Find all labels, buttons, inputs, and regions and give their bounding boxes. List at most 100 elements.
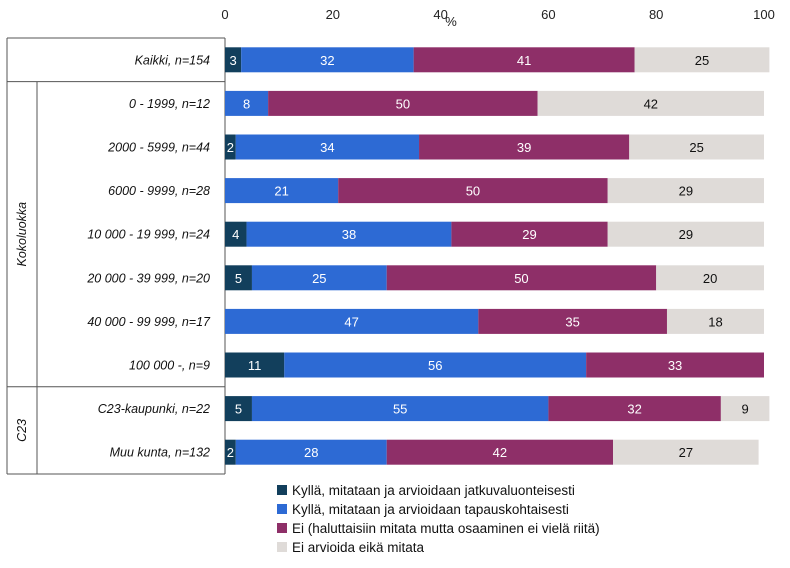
bar-segment <box>225 439 236 465</box>
bar-value-label: 29 <box>522 227 536 242</box>
bar-row: 8 50 42 <box>225 90 764 116</box>
bar-value-label: 50 <box>396 96 410 111</box>
category-label: Kaikki, n=154 <box>135 53 210 67</box>
bar-value-label: 5 <box>235 271 242 286</box>
bar-segment <box>225 308 479 334</box>
bar-segment <box>386 439 614 465</box>
x-tick-label: 60 <box>541 7 555 22</box>
bar-value-label: 21 <box>274 184 288 199</box>
bar-row: 2 28 42 27 <box>225 439 759 465</box>
bar-segment <box>413 47 635 73</box>
bar-value-label: 32 <box>627 402 641 417</box>
bar-segment <box>225 352 285 378</box>
bar-value-label: 18 <box>708 314 722 329</box>
bar-segment <box>607 178 764 204</box>
bar-segment <box>338 178 608 204</box>
x-tick-label: 20 <box>326 7 340 22</box>
bar-segment <box>225 221 247 247</box>
legend-swatch <box>277 485 287 495</box>
bar-value-label: 11 <box>248 358 262 373</box>
x-axis: 0 20 40 60 80 100 <box>221 7 774 22</box>
bar-value-label: 29 <box>679 227 693 242</box>
bar-row: 47 35 18 <box>225 308 764 334</box>
bar-value-label: 28 <box>304 445 318 460</box>
bar-row: 3 32 41 25 <box>225 47 770 73</box>
legend-label: Kyllä, mitataan ja arvioidaan jatkuvaluo… <box>292 483 575 498</box>
bar-value-label: 34 <box>320 140 334 155</box>
bar-segment <box>246 221 452 247</box>
bar-value-label: 25 <box>689 140 703 155</box>
legend-swatch <box>277 523 287 533</box>
group-label: Kokoluokka <box>15 202 29 267</box>
x-tick-label: 40 <box>433 7 447 22</box>
bar-value-label: 55 <box>393 402 407 417</box>
category-label: 0 - 1999, n=12 <box>129 97 210 111</box>
bar-segment <box>251 265 387 291</box>
legend-label: Ei (haluttaisiin mitata mutta osaaminen … <box>292 521 600 536</box>
x-axis-title: % <box>445 14 457 29</box>
bar-segment <box>386 265 657 291</box>
legend-item: Ei (haluttaisiin mitata mutta osaaminen … <box>277 521 600 536</box>
category-label: 40 000 - 99 999, n=17 <box>87 315 211 329</box>
bar-row: 5 25 50 20 <box>225 265 764 291</box>
bar-value-label: 8 <box>243 96 250 111</box>
bar-value-label: 47 <box>344 314 358 329</box>
bar-segment <box>451 221 608 247</box>
bar-segment <box>720 396 770 422</box>
bar-row: 21 50 29 <box>225 178 764 204</box>
bar-value-label: 42 <box>493 445 507 460</box>
bar-segment <box>268 90 538 116</box>
legend-label: Ei arvioida eikä mitata <box>292 540 425 555</box>
bar-segment <box>548 396 721 422</box>
legend-item: Ei arvioida eikä mitata <box>277 540 425 555</box>
bar-value-label: 35 <box>565 314 579 329</box>
legend-swatch <box>277 504 287 514</box>
x-tick-label: 0 <box>221 7 228 22</box>
bar-value-label: 4 <box>232 227 239 242</box>
bar-value-label: 2 <box>227 140 234 155</box>
bar-row: 5 55 32 9 <box>225 396 770 422</box>
bar-value-label: 50 <box>466 184 480 199</box>
bar-row: 2 34 39 25 <box>225 134 764 160</box>
category-labels: Kaikki, n=154 0 - 1999, n=12 2000 - 5999, … <box>86 53 211 459</box>
bar-segment <box>537 90 764 116</box>
group-label: C23 <box>15 419 29 442</box>
bar-segment <box>419 134 630 160</box>
bar-segment <box>586 352 764 378</box>
bar-value-label: 20 <box>703 271 717 286</box>
x-tick-label: 80 <box>649 7 663 22</box>
legend-item: Kyllä, mitataan ja arvioidaan tapauskoht… <box>277 502 569 517</box>
bar-segment <box>225 178 339 204</box>
bar-segment <box>478 308 667 334</box>
legend: Kyllä, mitataan ja arvioidaan jatkuvaluo… <box>277 483 600 555</box>
bar-segment <box>251 396 549 422</box>
bar-value-label: 39 <box>517 140 531 155</box>
bar-value-label: 42 <box>644 96 658 111</box>
bar-row: 11 56 33 <box>225 352 764 378</box>
group-labels: Kokoluokka C23 <box>15 202 29 442</box>
bar-value-label: 2 <box>227 445 234 460</box>
bar-value-label: 27 <box>679 445 693 460</box>
bar-segment <box>225 396 252 422</box>
bar-segment <box>613 439 759 465</box>
bar-value-label: 3 <box>229 53 236 68</box>
bar-value-label: 56 <box>428 358 442 373</box>
legend-label: Kyllä, mitataan ja arvioidaan tapauskoht… <box>292 502 569 517</box>
bar-value-label: 9 <box>742 402 749 417</box>
category-label: 20 000 - 39 999, n=20 <box>86 271 210 285</box>
bar-value-label: 25 <box>312 271 326 286</box>
bar-value-label: 50 <box>514 271 528 286</box>
bar-value-label: 32 <box>320 53 334 68</box>
bar-value-label: 5 <box>235 402 242 417</box>
bar-segment <box>241 47 414 73</box>
category-label: Muu kunta, n=132 <box>110 446 210 460</box>
bar-segment <box>656 265 764 291</box>
category-label: C23-kaupunki, n=22 <box>98 402 210 416</box>
bar-value-label: 25 <box>695 53 709 68</box>
bar-value-label: 29 <box>679 184 693 199</box>
bar-segment <box>284 352 587 378</box>
bar-segment <box>225 47 242 73</box>
bar-segment <box>235 134 420 160</box>
